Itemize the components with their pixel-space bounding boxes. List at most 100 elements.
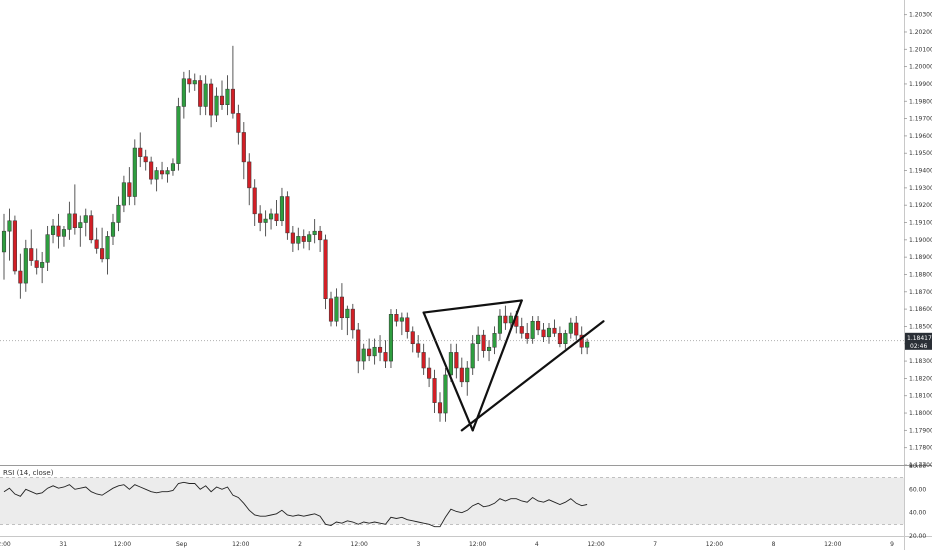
price-tick-label: 1.19400 — [909, 168, 932, 175]
candle-body — [187, 78, 192, 85]
candle — [427, 357, 432, 388]
candle — [160, 161, 165, 180]
time-tick-label: 3 — [416, 541, 420, 548]
candle-body — [339, 296, 344, 319]
candle — [296, 227, 301, 251]
candle-body — [170, 163, 175, 171]
candle — [72, 184, 77, 235]
candle-body — [78, 222, 83, 228]
candle-body — [334, 296, 339, 322]
price-tick-label: 1.17800 — [909, 445, 932, 452]
candle-body — [203, 83, 208, 107]
price-tick-label: 1.17900 — [909, 427, 932, 434]
candle — [56, 213, 61, 249]
candle — [170, 158, 175, 176]
candle-body — [476, 334, 481, 345]
candle-body — [356, 329, 361, 362]
current-price-tag — [905, 332, 932, 350]
candle-body — [1, 230, 7, 253]
candle — [421, 343, 426, 375]
rsi-band — [0, 477, 904, 525]
rsi-area: 80.00 60.00 40.00 20.00 RSI (14, close) — [0, 463, 926, 540]
candle-body — [230, 88, 235, 114]
candle — [110, 213, 116, 246]
candle — [45, 225, 50, 272]
candle-body — [23, 248, 28, 284]
candle-body — [127, 182, 132, 197]
candle-body — [437, 402, 443, 414]
candle — [34, 248, 39, 275]
candle-body — [416, 343, 421, 353]
candle — [405, 312, 410, 339]
candle — [557, 326, 562, 348]
candle — [476, 326, 481, 362]
candle-body — [138, 147, 143, 157]
candle — [67, 201, 72, 240]
price-tick-label: 1.20300 — [909, 12, 932, 19]
candle — [568, 317, 573, 339]
candle-body — [121, 182, 126, 206]
pattern-right-leg[interactable] — [471, 299, 523, 432]
candle — [258, 205, 263, 232]
candle-body — [388, 314, 393, 362]
pattern-lower-trendline[interactable] — [460, 320, 605, 432]
candle — [552, 319, 557, 337]
candle — [323, 234, 328, 310]
candle-body — [585, 341, 590, 348]
candle — [12, 215, 17, 275]
candle — [459, 357, 464, 388]
candle — [312, 219, 317, 244]
candle-body — [546, 327, 552, 338]
candle — [519, 317, 524, 339]
candle-body — [503, 315, 508, 324]
candle — [181, 71, 186, 119]
candle-body — [399, 317, 404, 322]
candle — [492, 326, 497, 355]
candle-body — [454, 352, 459, 369]
candle-body — [51, 225, 56, 235]
candle-body — [198, 80, 203, 107]
candle — [89, 210, 94, 244]
candle — [29, 229, 34, 266]
candle-body — [165, 170, 170, 175]
candle — [328, 291, 334, 327]
candle — [437, 392, 443, 422]
candle — [318, 225, 323, 252]
price-tick-label: 1.19800 — [909, 98, 932, 105]
time-tick-label: 12:00 — [469, 541, 486, 548]
candle-body — [487, 346, 492, 351]
candle-body — [465, 367, 470, 383]
candle-body — [67, 213, 72, 230]
pattern-left-leg[interactable] — [422, 311, 474, 432]
candle-body — [225, 88, 230, 105]
candle — [334, 288, 339, 327]
price-tick-label: 1.18300 — [909, 358, 932, 365]
time-tick-label: 7 — [653, 541, 657, 548]
candle — [339, 283, 344, 330]
candle — [454, 343, 459, 379]
time-tick-label: 12:00 — [232, 541, 249, 548]
candle-body — [40, 262, 45, 268]
candle — [546, 322, 552, 344]
candle-body — [29, 248, 34, 261]
price-tick-label: 1.17700 — [909, 462, 932, 469]
rsi-tick-label: 40.00 — [909, 510, 926, 517]
candle — [1, 213, 7, 280]
candle-body — [579, 334, 584, 348]
candle-body — [116, 204, 121, 223]
candle-body — [209, 83, 214, 116]
pattern-upper-left[interactable] — [422, 299, 523, 314]
time-axis: 2:00 31 12:00 Sep 12:00 2 12:00 3 12:00 4 12:00 7 12… — [0, 541, 894, 548]
candle — [214, 87, 219, 123]
candle — [18, 253, 23, 299]
candle — [361, 343, 366, 370]
rsi-tick-label: 80.00 — [909, 463, 926, 470]
candle-body — [350, 308, 355, 331]
candle-body — [443, 374, 448, 414]
candle-body — [18, 270, 23, 284]
candle-body — [7, 220, 12, 232]
candle — [149, 156, 154, 185]
candle — [225, 75, 230, 116]
candle — [541, 322, 546, 343]
candle — [252, 179, 257, 226]
